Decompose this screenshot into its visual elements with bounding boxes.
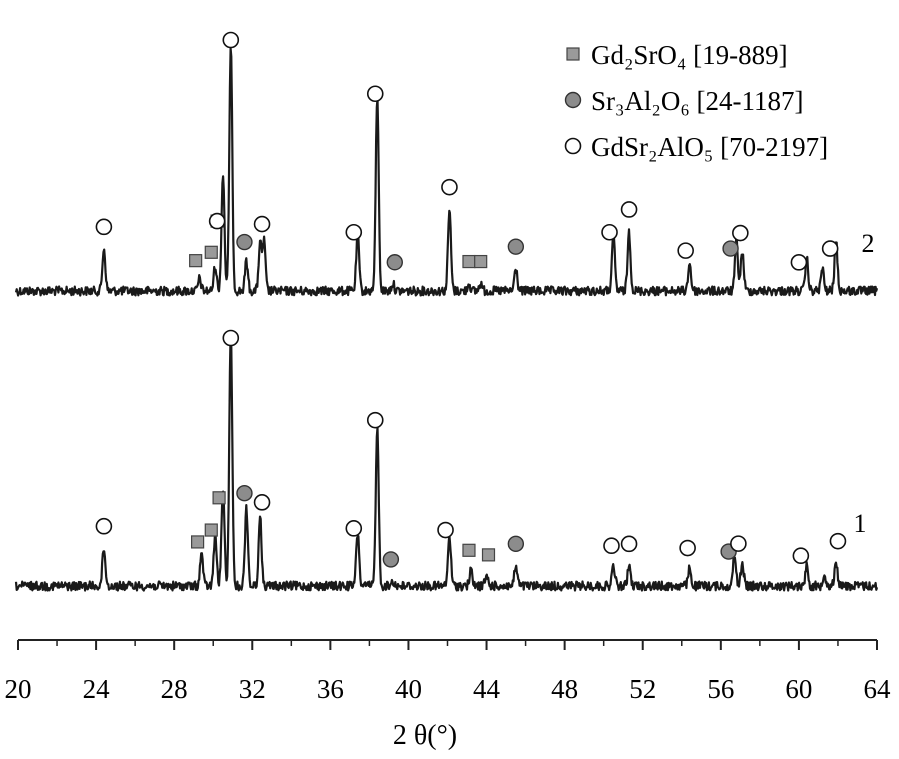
phase-markers [95, 31, 847, 568]
phase-marker-2-12 [462, 254, 476, 269]
phase-marker-2-14 [507, 238, 525, 255]
phase-marker-1-12 [481, 548, 496, 562]
phase-marker-2-13 [474, 254, 488, 269]
curve-label-2: 2 [862, 229, 875, 258]
x-tick-label-52: 52 [629, 674, 656, 704]
legend-label-sr3al2o6: Sr₃Al₂O₆ [24-1187] [591, 86, 803, 116]
phase-marker-2-9 [366, 85, 384, 103]
phase-marker-1-10 [437, 521, 454, 539]
phase-marker-1-4 [222, 329, 240, 347]
phase-marker-2-15 [601, 223, 618, 241]
phase-marker-2-19 [732, 224, 749, 242]
phase-marker-1-7 [345, 520, 363, 537]
x-tick-label-60: 60 [785, 674, 812, 704]
phase-marker-2-17 [677, 242, 694, 259]
phase-marker-1-20 [829, 532, 847, 550]
legend-marker-gd2sro4 [566, 47, 580, 61]
phase-marker-1-6 [253, 494, 271, 511]
legend: Gd₂SrO₄ [19-889] Sr₃Al₂O₆ [24-1187] GdSr₂A… [564, 40, 828, 162]
phase-marker-1-1 [191, 535, 205, 549]
phase-marker-2-2 [204, 245, 218, 259]
phase-marker-2-7 [253, 215, 271, 233]
phase-marker-1-0 [95, 517, 113, 535]
phase-marker-2-4 [208, 212, 226, 230]
pattern-curve-2 [14, 47, 879, 297]
phase-marker-2-21 [821, 240, 839, 257]
x-tick-label-28: 28 [161, 674, 188, 704]
x-tick-label-64: 64 [864, 674, 892, 704]
x-tick-label-20: 20 [5, 674, 32, 704]
phase-marker-2-10 [386, 254, 403, 271]
curve-label-1: 1 [854, 509, 867, 538]
phase-marker-1-18 [730, 535, 747, 552]
pattern-curves: 21 [14, 47, 879, 592]
phase-marker-2-1 [189, 254, 203, 268]
phase-marker-2-18 [722, 240, 739, 257]
phase-marker-2-11 [441, 178, 458, 196]
pattern-curve-1 [14, 331, 879, 592]
phase-marker-1-2 [204, 523, 218, 537]
x-tick-label-56: 56 [707, 674, 734, 704]
x-tick-label-36: 36 [317, 674, 344, 704]
phase-marker-2-0 [95, 218, 113, 236]
phase-marker-1-9 [382, 551, 400, 568]
legend-label-gdsr2alo5: GdSr₂AlO₅ [70-2197] [591, 132, 828, 162]
phase-marker-1-19 [792, 547, 810, 565]
phase-marker-1-5 [236, 485, 253, 502]
x-tick-label-44: 44 [473, 674, 501, 704]
legend-marker-sr3al2o6 [564, 91, 582, 109]
phase-marker-2-20 [790, 254, 808, 271]
x-tick-label-32: 32 [239, 674, 266, 704]
phase-marker-2-16 [620, 201, 638, 218]
x-tick-label-24: 24 [83, 674, 111, 704]
phase-marker-2-5 [222, 31, 240, 49]
phase-marker-1-13 [507, 535, 525, 553]
legend-label-gd2sro4: Gd₂SrO₄ [19-889] [591, 40, 788, 70]
legend-marker-gdsr2alo5 [564, 137, 582, 155]
x-axis: 20 24 28 32 36 40 44 48 52 56 60 64 [5, 639, 892, 704]
phase-marker-1-8 [366, 411, 384, 429]
phase-marker-1-15 [620, 535, 638, 553]
x-tick-label-40: 40 [395, 674, 422, 704]
phase-marker-2-6 [236, 233, 253, 251]
phase-marker-1-14 [603, 537, 620, 555]
x-axis-title: 2 θ(°) [393, 720, 457, 751]
x-tick-label-48: 48 [551, 674, 578, 704]
phase-marker-1-3 [212, 491, 226, 505]
phase-marker-1-11 [462, 543, 476, 557]
phase-marker-1-16 [679, 539, 696, 557]
phase-marker-2-8 [345, 223, 363, 241]
